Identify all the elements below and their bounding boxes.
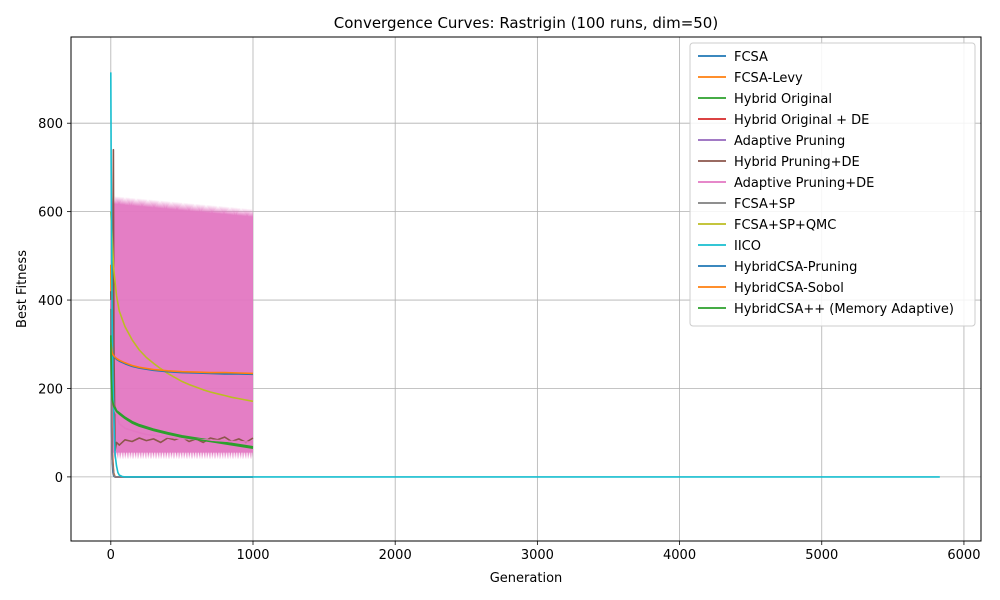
- x-axis-label: Generation: [490, 571, 563, 586]
- x-tick-label: 5000: [805, 548, 838, 563]
- x-tick-label: 6000: [947, 548, 980, 563]
- legend-entry: FCSA+SP: [734, 197, 795, 212]
- legend-entry: HybridCSA++ (Memory Adaptive): [734, 302, 954, 317]
- chart-title: Convergence Curves: Rastrigin (100 runs,…: [334, 14, 718, 32]
- y-axis-label: Best Fitness: [15, 250, 30, 328]
- legend-entry: HybridCSA-Pruning: [734, 260, 857, 275]
- legend-entry: HybridCSA-Sobol: [734, 281, 844, 296]
- legend-entry: Hybrid Original + DE: [734, 113, 869, 128]
- y-tick-label: 800: [38, 117, 63, 132]
- legend-entry: FCSA: [734, 50, 768, 65]
- legend-box: [689, 42, 976, 327]
- x-tick-label: 3000: [521, 548, 554, 563]
- variance-bands: [110, 195, 253, 460]
- axis-ticks: 0 1000 2000 3000 4000 5000 6000 0 200 400 600 800: [38, 117, 980, 563]
- legend: FCSA FCSA-Levy Hybrid Original Hybrid Origi…: [689, 42, 976, 327]
- series-line: [110, 300, 253, 443]
- x-tick-label: 0: [107, 548, 115, 563]
- x-tick-label: 1000: [236, 548, 269, 563]
- variance-band: [110, 195, 253, 460]
- plot-frame: [70, 36, 982, 542]
- series-line: [110, 335, 254, 449]
- x-tick-label: 2000: [379, 548, 412, 563]
- series-line: [110, 341, 254, 375]
- x-tick-label: 4000: [663, 548, 696, 563]
- legend-entry: Hybrid Pruning+DE: [734, 155, 860, 170]
- legend-entry: IICO: [734, 239, 761, 254]
- y-tick-label: 400: [38, 294, 63, 309]
- legend-entry: Adaptive Pruning: [734, 134, 845, 149]
- legend-entry: FCSA-Levy: [734, 71, 803, 86]
- series-line: [110, 72, 940, 478]
- y-tick-label: 200: [38, 382, 63, 397]
- legend-entry: FCSA+SP+QMC: [734, 218, 836, 233]
- y-tick-label: 600: [38, 206, 63, 221]
- legend-entry: Adaptive Pruning+DE: [734, 176, 874, 191]
- series-lines: [110, 72, 940, 478]
- legend-entry: Hybrid Original: [734, 92, 832, 107]
- series-line: [110, 211, 254, 403]
- y-tick-label: 0: [55, 471, 63, 486]
